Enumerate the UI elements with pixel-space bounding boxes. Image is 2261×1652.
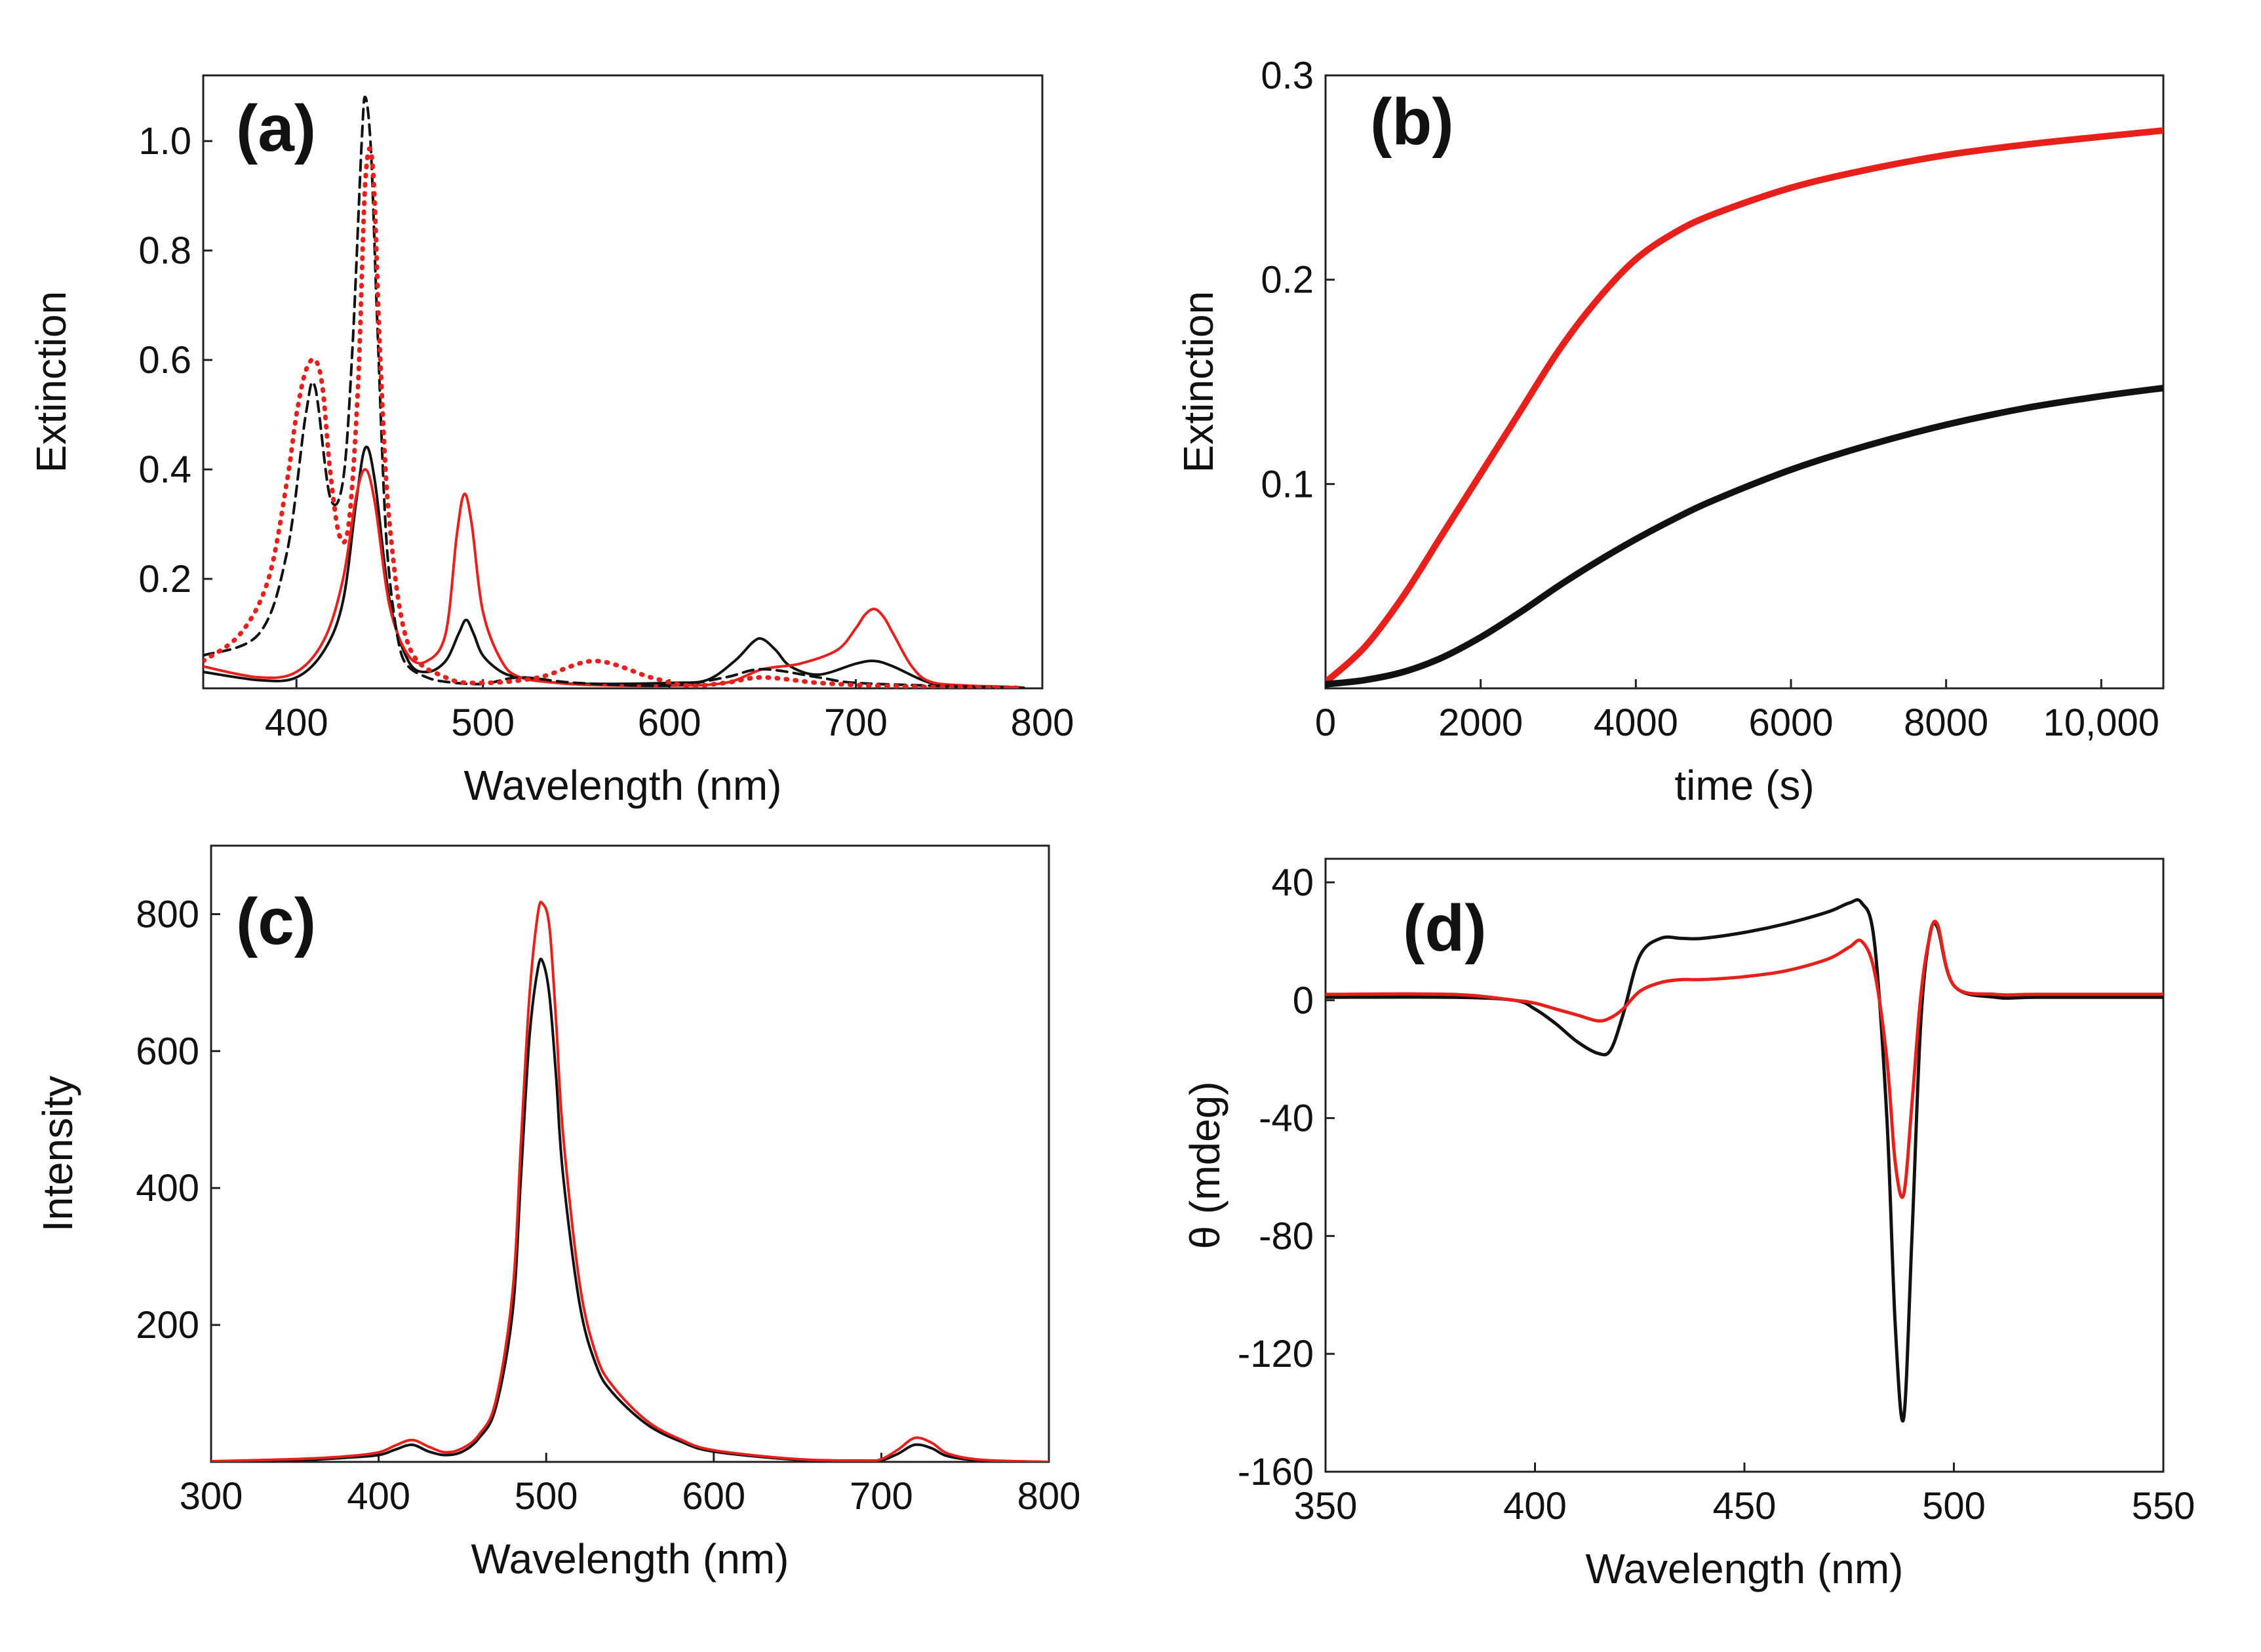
series-line-red-cd <box>1326 920 2163 1199</box>
plot-frame <box>210 844 1050 1463</box>
y-axis-title: Intensity <box>34 1076 81 1232</box>
series-line-red-emission <box>211 901 1049 1462</box>
x-tick-label: 500 <box>1922 1485 1986 1527</box>
y-tick-label: 0.3 <box>1261 54 1314 97</box>
plot-frame <box>1324 74 2165 690</box>
series-line-red-kinetics <box>1326 127 2163 686</box>
panel-b: 0 2000 4000 6000 8000 10,000 0.1 0.2 0.3 time (s)… <box>1175 54 2165 809</box>
x-tick-label: 450 <box>1713 1485 1777 1527</box>
y-tick-label: 200 <box>136 1304 199 1347</box>
x-tick-label: 800 <box>1011 701 1074 744</box>
y-axis-title: θ (mdeg) <box>1181 1081 1229 1249</box>
y-tick-label: -160 <box>1238 1451 1314 1493</box>
x-axis-title: time (s) <box>1674 762 1814 809</box>
x-tick-label: 400 <box>1503 1485 1567 1527</box>
x-tick-label: 0 <box>1315 701 1336 744</box>
x-tick-label: 8000 <box>1904 701 1988 744</box>
series-line-black-solid <box>203 445 1025 688</box>
panel-label: (c) <box>236 885 316 958</box>
series-line-red-solid <box>203 468 1025 688</box>
series-line-black-emission <box>211 957 1049 1462</box>
series-group <box>1326 127 2163 688</box>
x-tick-label: 700 <box>824 701 888 744</box>
x-tick-label: 700 <box>850 1475 913 1518</box>
x-tick-label: 800 <box>1017 1475 1081 1518</box>
y-tick-label: 0 <box>1293 979 1314 1022</box>
x-tick-label: 4000 <box>1594 701 1678 744</box>
series-group <box>211 901 1049 1462</box>
panel-label: (b) <box>1370 85 1454 159</box>
y-tick-label: -80 <box>1259 1215 1314 1257</box>
x-tick-label: 2000 <box>1438 701 1523 744</box>
panel-label: (a) <box>236 92 316 165</box>
y-tick-label: -40 <box>1259 1097 1314 1140</box>
x-tick-label: 400 <box>347 1475 410 1518</box>
y-axis-title: Extinction <box>28 291 75 473</box>
series-line-red-dotted <box>203 146 1027 688</box>
y-tick-label: -120 <box>1238 1333 1314 1375</box>
y-tick-label: 400 <box>136 1167 199 1210</box>
x-tick-label: 6000 <box>1748 701 1833 744</box>
x-tick-label: 300 <box>180 1475 243 1518</box>
y-tick-label: 600 <box>136 1030 199 1072</box>
y-tick-label: 1.0 <box>138 120 191 163</box>
panel-label: (d) <box>1403 892 1487 965</box>
x-tick-label: 350 <box>1294 1485 1358 1527</box>
panel-a: 400 500 600 700 800 0.2 0.4 0.6 0.8 1.0 Wavelength… <box>28 74 1074 809</box>
x-axis-title: Wavelength (nm) <box>1586 1545 1904 1592</box>
x-tick-label: 10,000 <box>2043 701 2159 744</box>
x-tick-label: 600 <box>682 1475 745 1518</box>
x-tick-label: 550 <box>2132 1485 2195 1527</box>
x-axis-title: Wavelength (nm) <box>464 762 782 809</box>
x-tick-label: 600 <box>638 701 701 744</box>
x-tick-label: 400 <box>265 701 328 744</box>
series-group <box>1326 898 2163 1423</box>
panel-c: 300 400 500 600 700 800 200 400 600 800 Wavelength… <box>34 844 1081 1583</box>
panel-d: 350 400 450 500 550400-40-80-120-160Waveleng… <box>1181 857 2195 1592</box>
x-tick-label: 500 <box>451 701 515 744</box>
y-tick-label: 0.1 <box>1261 463 1314 505</box>
y-tick-label: 0.2 <box>138 558 191 600</box>
x-axis-title: Wavelength (nm) <box>471 1535 789 1583</box>
y-tick-label: 0.6 <box>138 339 191 382</box>
y-tick-label: 0.4 <box>138 448 191 491</box>
y-axis-title: Extinction <box>1175 291 1222 473</box>
y-tick-label: 0.8 <box>138 229 191 272</box>
series-group <box>203 95 1027 688</box>
y-tick-label: 0.2 <box>1261 259 1314 302</box>
plot-frame <box>202 74 1044 690</box>
series-line-black-kinetics <box>1326 384 2163 688</box>
series-line-black-dashed <box>203 95 1025 688</box>
y-tick-label: 40 <box>1271 861 1314 904</box>
y-tick-label: 800 <box>136 893 199 935</box>
x-tick-label: 500 <box>515 1475 578 1518</box>
